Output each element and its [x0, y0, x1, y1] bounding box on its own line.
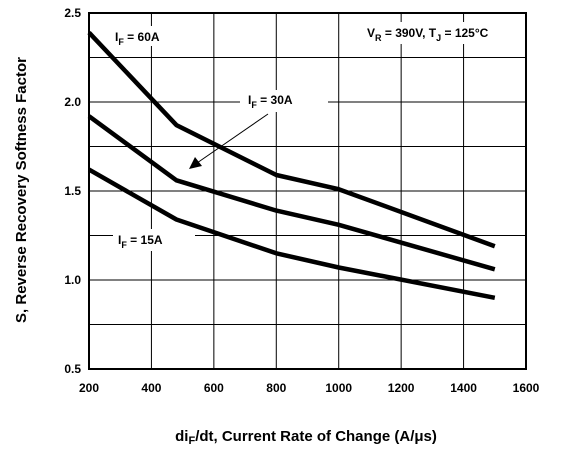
annotation-if60-sub: F	[118, 37, 124, 47]
x-tick-label: 1000	[325, 381, 352, 395]
y-tick-label: 0.5	[64, 362, 81, 376]
plot-frame	[88, 12, 527, 370]
annotation-cond-bg	[358, 22, 520, 44]
series-line-1	[87, 114, 496, 272]
annotation-if60-main: I	[115, 30, 118, 44]
annotation-if30-sub: F	[251, 100, 257, 110]
x-tick-label: 1600	[513, 381, 540, 395]
cond-v-sub: R	[375, 33, 382, 43]
annotation-if30-arrow	[196, 113, 269, 164]
series-line-2	[87, 167, 496, 301]
annotation-if30-main: I	[248, 93, 251, 107]
cond-v: V	[367, 26, 375, 40]
x-tick-label: 400	[141, 381, 161, 395]
x-axis-title-sub: F	[188, 435, 195, 447]
x-tick-label: 1400	[450, 381, 477, 395]
cond-t-sub: J	[436, 33, 441, 43]
x-axis-title-main: di	[175, 428, 188, 445]
y-tick-label: 2.0	[64, 95, 81, 109]
annotation-if30-rest: = 30A	[257, 93, 293, 107]
annotation-if15-bg	[113, 229, 195, 251]
annotation-if15-rest: = 15A	[127, 233, 163, 247]
annotation-if30-arrowhead	[189, 157, 202, 169]
y-axis-title: S, Reverse Recovery Softness Factor	[13, 57, 30, 323]
annotation-if30: IF = 30A	[248, 93, 293, 110]
series-group	[87, 31, 496, 301]
annotation-if60-bg	[108, 26, 190, 46]
y-tick-labels: 0.5 1.0 1.5 2.0 2.5	[64, 6, 81, 376]
cond-end: = 125°C	[441, 26, 488, 40]
y-tick-label: 2.5	[64, 6, 81, 20]
cond-mid: = 390V, T	[382, 26, 437, 40]
annotation-if30-bg	[240, 90, 328, 112]
annotation-if15-main: I	[118, 233, 121, 247]
annotation-if60-rest: = 60A	[124, 30, 160, 44]
x-axis-title: diF/dt, Current Rate of Change (A/μs)	[175, 428, 437, 447]
x-tick-labels: 200 400 600 800 1000 1200 1400 1600	[79, 381, 540, 395]
annotation-if15: IF = 15A	[118, 233, 163, 250]
annotation-if60: IF = 60A	[115, 30, 160, 47]
x-axis-title-rest: /dt, Current Rate of Change (A/μs)	[195, 428, 437, 445]
annotation-if15-sub: F	[121, 240, 127, 250]
y-tick-label: 1.5	[64, 184, 81, 198]
y-tick-label: 1.0	[64, 273, 81, 287]
x-tick-label: 800	[266, 381, 286, 395]
series-line-0	[87, 31, 496, 249]
annotation-conditions: VR = 390V, TJ = 125°C	[367, 26, 489, 43]
x-tick-label: 200	[79, 381, 99, 395]
x-tick-label: 600	[204, 381, 224, 395]
x-tick-label: 1200	[388, 381, 415, 395]
